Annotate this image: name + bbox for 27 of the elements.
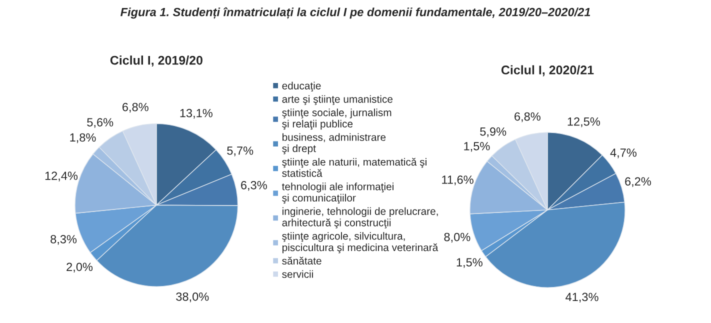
data-label: 6,2% [625, 177, 651, 187]
data-label: 5,7% [227, 146, 254, 156]
data-label: 12,5% [568, 117, 600, 128]
data-label: 2,0% [66, 262, 93, 272]
data-label: 6,8% [514, 112, 540, 122]
data-label: 12,4% [45, 172, 78, 182]
legend-label: arte şi ştiinţe umanistice [282, 95, 393, 105]
data-label: 5,9% [480, 127, 506, 138]
data-label: 8,3% [50, 235, 77, 245]
data-label: 38,0% [176, 292, 209, 302]
chart-title: Ciclul I, 2019/20 [110, 56, 202, 67]
data-label: 8,0% [444, 232, 470, 243]
data-label: 41,3% [566, 292, 598, 303]
text: Figura 1. Studenți înmatriculați la ciclul I pe domenii fundamentale, 2019/20–2020/21 [120, 7, 590, 19]
data-label: 4,7% [610, 148, 636, 158]
data-label: 11,6% [442, 176, 474, 186]
data-label: 1,5% [464, 142, 490, 152]
data-label: 1,8% [70, 133, 96, 144]
data-label: 6,3% [241, 181, 267, 191]
data-label: 5,6% [87, 118, 114, 128]
legend-label: servicii [282, 270, 313, 278]
legend-label: sănătate [282, 256, 322, 265]
legend-label: educaţie [282, 82, 321, 92]
data-label: 6,8% [122, 102, 148, 113]
data-label: 13,1% [180, 108, 212, 119]
chart-title: Ciclul I, 2020/21 [501, 65, 594, 76]
data-label: 1,5% [456, 258, 482, 268]
